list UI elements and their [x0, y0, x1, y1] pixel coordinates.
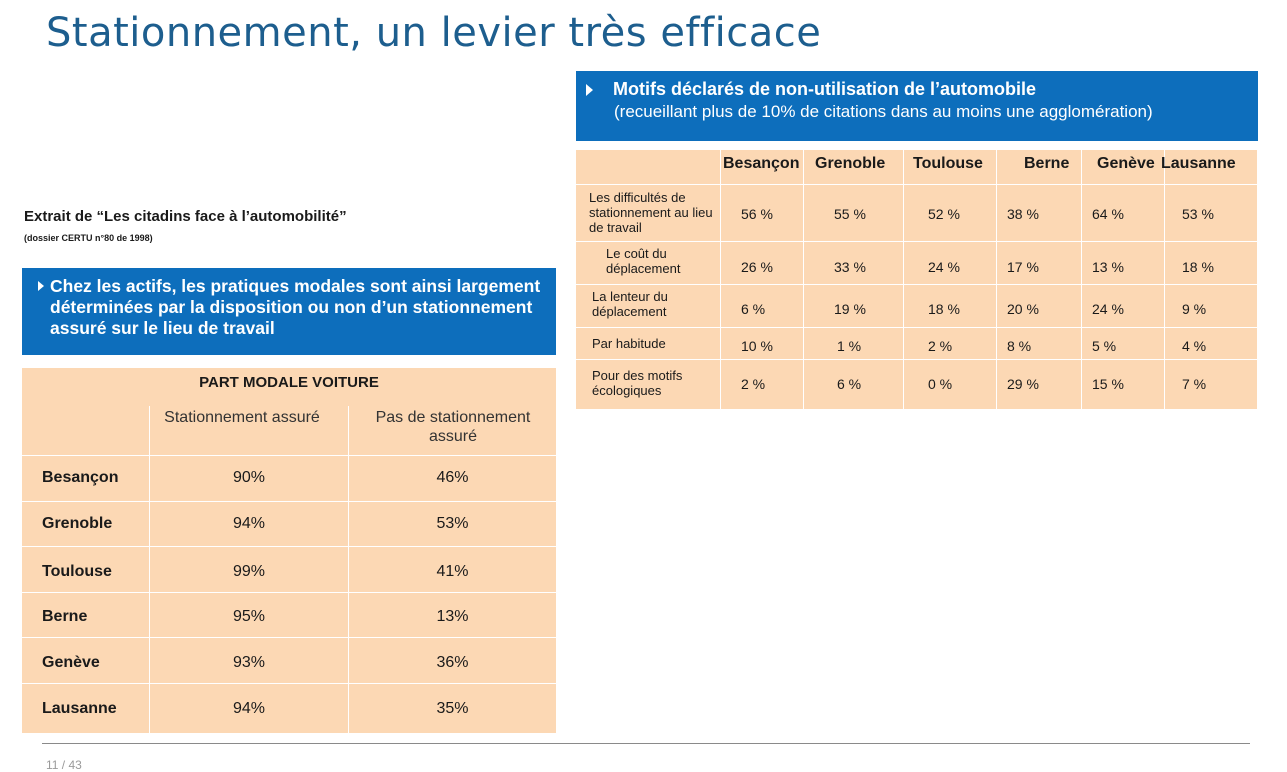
- table-cell: 35%: [436, 700, 469, 717]
- table-cell: 6 %: [837, 376, 862, 392]
- actifs-banner-text: Chez les actifs, les pratiques modales s…: [50, 276, 541, 338]
- row-city: Besançon: [42, 469, 119, 486]
- table-cell: 2 %: [928, 338, 953, 354]
- table-cell: 1 %: [837, 338, 862, 354]
- table-cell: 64 %: [1092, 206, 1124, 222]
- table-cell: 41%: [436, 563, 469, 580]
- motifs-table: Besançon Grenoble Toulouse Berne Genève …: [576, 150, 1257, 409]
- row-label: Par habitude: [592, 336, 666, 351]
- table-cell: 7 %: [1182, 376, 1207, 392]
- table-cell: 52 %: [928, 206, 960, 222]
- footer-divider: [42, 743, 1250, 744]
- table-cell: 90%: [232, 469, 266, 486]
- col-header-assure: Stationnement assuré: [164, 409, 320, 426]
- row-city: Genève: [42, 654, 100, 671]
- table-cell: 19 %: [834, 301, 866, 317]
- col-header-berne: Berne: [1024, 155, 1070, 172]
- table-cell: 93%: [232, 654, 266, 671]
- triangle-bullet-icon: [586, 83, 593, 96]
- extrait-title: Extrait de “Les citadins face à l’automo…: [24, 208, 347, 225]
- table-cell: 24 %: [1092, 301, 1124, 317]
- table-cell: 55 %: [834, 206, 866, 222]
- row-city: Grenoble: [42, 515, 113, 532]
- page-title: Stationnement, un levier très efficace: [46, 10, 822, 56]
- actifs-banner: Chez les actifs, les pratiques modales s…: [22, 268, 556, 355]
- table-cell: 29 %: [1007, 376, 1039, 392]
- table-cell: 17 %: [1007, 259, 1039, 275]
- row-label: Le coût du déplacement: [606, 246, 681, 276]
- motifs-banner-subtitle: (recueillant plus de 10% de citations da…: [614, 102, 1153, 121]
- table-cell: 20 %: [1007, 301, 1039, 317]
- table-cell: 94%: [232, 515, 266, 532]
- table-cell: 53%: [436, 515, 469, 532]
- table-cell: 9 %: [1182, 301, 1207, 317]
- table-cell: 2 %: [741, 376, 766, 392]
- col-header-geneve: Genève: [1097, 155, 1155, 172]
- table-cell: 13%: [436, 608, 469, 625]
- row-city: Lausanne: [42, 700, 117, 717]
- table-cell: 38 %: [1007, 206, 1039, 222]
- col-header-lausanne: Lausanne: [1161, 155, 1236, 172]
- table-cell: 6 %: [741, 301, 766, 317]
- motifs-banner: Motifs déclarés de non-utilisation de l’…: [576, 71, 1258, 141]
- table-cell: 13 %: [1092, 259, 1124, 275]
- triangle-bullet-icon: [38, 281, 44, 291]
- table-cell: 4 %: [1182, 338, 1207, 354]
- col-header-besancon: Besançon: [723, 155, 800, 172]
- row-city: Berne: [42, 608, 88, 625]
- table-cell: 15 %: [1092, 376, 1124, 392]
- row-label: Les difficultés de stationnement au lieu…: [589, 190, 713, 235]
- part-modale-table: PART MODALE VOITURE Stationnement assuré…: [22, 368, 556, 733]
- table-cell: 95%: [232, 608, 266, 625]
- row-label: La lenteur du déplacement: [592, 289, 668, 319]
- table-cell: 0 %: [928, 376, 953, 392]
- table-cell: 10 %: [741, 338, 773, 354]
- table-cell: 53 %: [1182, 206, 1214, 222]
- table-cell: 33 %: [834, 259, 866, 275]
- motifs-banner-title: Motifs déclarés de non-utilisation de l’…: [613, 79, 1037, 99]
- table-cell: 36%: [436, 654, 469, 671]
- col-header-toulouse: Toulouse: [913, 155, 983, 172]
- table-cell: 5 %: [1092, 338, 1117, 354]
- row-label: Pour des motifs écologiques: [592, 368, 683, 398]
- table-cell: 24 %: [928, 259, 960, 275]
- extrait-source: (dossier CERTU n°80 de 1998): [24, 233, 153, 243]
- table-cell: 26 %: [741, 259, 773, 275]
- table-cell: 18 %: [1182, 259, 1214, 275]
- col-header-grenoble: Grenoble: [815, 155, 886, 172]
- col-header-non-assure: Pas de stationnement assuré: [375, 409, 531, 445]
- table-cell: 46%: [436, 469, 469, 486]
- table-cell: 99%: [232, 563, 266, 580]
- page-number: 11 / 43: [46, 758, 82, 772]
- table-cell: 18 %: [928, 301, 960, 317]
- table-cell: 56 %: [741, 206, 773, 222]
- table-caption: PART MODALE VOITURE: [199, 374, 379, 391]
- row-city: Toulouse: [42, 563, 112, 580]
- table-cell: 94%: [232, 700, 266, 717]
- table-cell: 8 %: [1007, 338, 1032, 354]
